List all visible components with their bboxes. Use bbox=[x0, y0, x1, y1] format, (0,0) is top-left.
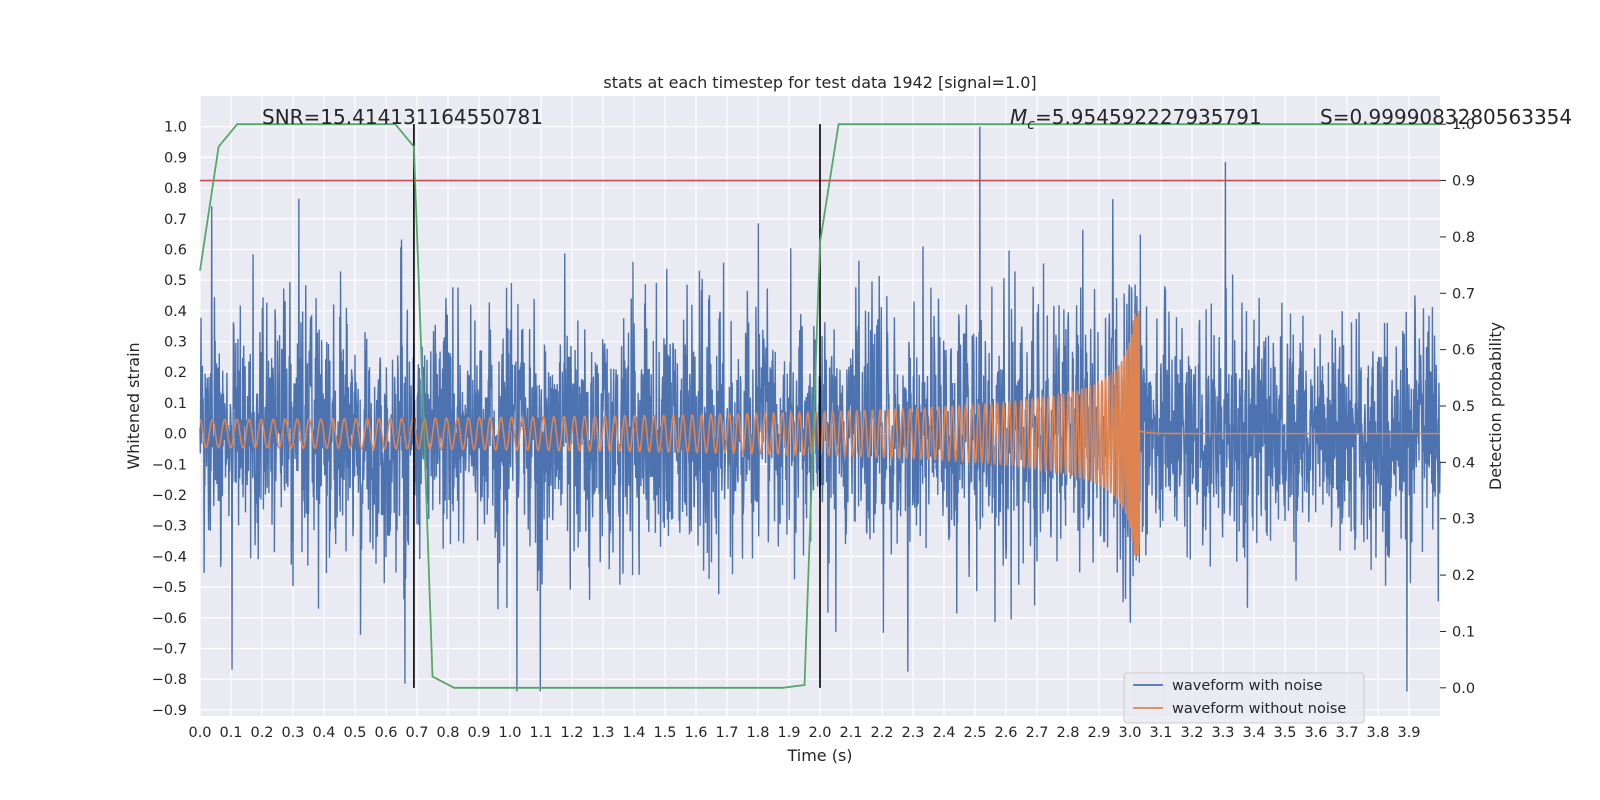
x-tick-label: 3.7 bbox=[1335, 725, 1358, 741]
right-tick-label: 1.0 bbox=[1452, 117, 1475, 133]
y-tick-label: 0.6 bbox=[164, 242, 187, 258]
y-tick-label: −0.4 bbox=[152, 549, 187, 565]
x-tick-label: 2.4 bbox=[932, 725, 955, 741]
y-tick-label: −0.7 bbox=[152, 641, 187, 657]
x-tick-label: 0.3 bbox=[281, 725, 304, 741]
x-tick-label: 0.1 bbox=[219, 725, 242, 741]
x-tick-label: 2.8 bbox=[1056, 725, 1079, 741]
detection-probability-line bbox=[199, 123, 1440, 689]
x-tick-label: 2.3 bbox=[901, 725, 924, 741]
right-tick-label: 0.2 bbox=[1452, 568, 1475, 584]
y-axis-label: Whitened strain bbox=[124, 342, 143, 469]
x-tick-label: 1.7 bbox=[715, 725, 738, 741]
x-tick-label: 2.7 bbox=[1025, 725, 1048, 741]
x-tick-label: 2.5 bbox=[963, 725, 986, 741]
right-tick-label: 0.3 bbox=[1452, 512, 1475, 528]
y-tick-label: −0.2 bbox=[152, 488, 187, 504]
chirp-mass-symbol: M bbox=[1010, 105, 1027, 129]
x-tick-label: 1.9 bbox=[777, 725, 800, 741]
x-tick-label: 3.1 bbox=[1149, 725, 1172, 741]
x-tick-label: 3.5 bbox=[1273, 725, 1296, 741]
x-tick-label: 1.6 bbox=[684, 725, 707, 741]
chirp-mass-value: =5.954592227935791 bbox=[1035, 105, 1262, 129]
x-tick-label: 0.8 bbox=[436, 725, 459, 741]
right-tick-label: 0.7 bbox=[1452, 286, 1475, 302]
x-tick-label: 0.4 bbox=[312, 725, 335, 741]
y-tick-label: −0.9 bbox=[152, 703, 187, 719]
legend: waveform with noise waveform without noi… bbox=[1123, 672, 1365, 724]
y-tick-label: 0.4 bbox=[164, 304, 187, 320]
x-tick-label: 0.9 bbox=[467, 725, 490, 741]
y-tick-label: 0.1 bbox=[164, 396, 187, 412]
y-tick-label: 0.7 bbox=[164, 212, 187, 228]
x-tick-label: 3.9 bbox=[1397, 725, 1420, 741]
x-tick-label: 2.9 bbox=[1087, 725, 1110, 741]
right-tick-label: 0.9 bbox=[1452, 174, 1475, 190]
right-tick-label: 0.4 bbox=[1452, 455, 1475, 471]
x-tick-label: 1.4 bbox=[622, 725, 645, 741]
x-tick-label: 0.7 bbox=[405, 725, 428, 741]
snr-annotation: SNR=15.414131164550781 bbox=[262, 105, 543, 129]
x-tick-label: 1.3 bbox=[591, 725, 614, 741]
x-tick-label: 2.2 bbox=[870, 725, 893, 741]
right-axis-label: Detection probability bbox=[1486, 322, 1505, 490]
vertical-markers bbox=[413, 124, 821, 688]
x-tick-label: 0.2 bbox=[250, 725, 273, 741]
x-tick-label: 0.6 bbox=[374, 725, 397, 741]
detection-probability-path bbox=[199, 123, 1440, 689]
right-tick-label: 0.0 bbox=[1452, 681, 1475, 697]
x-tick-label: 1.0 bbox=[498, 725, 521, 741]
tick-labels: 0.0 0.1 0.2 0.3 0.4 0.5 0.6 0.7 0.8 0.9 1.0 1.1 1.2 1… bbox=[152, 117, 1475, 741]
y-tick-label: 0.9 bbox=[164, 150, 187, 166]
y-tick-label: 0.8 bbox=[164, 181, 187, 197]
x-tick-label: 2.1 bbox=[839, 725, 862, 741]
x-tick-label: 0.5 bbox=[343, 725, 366, 741]
legend-label-noise: waveform with noise bbox=[1172, 678, 1323, 694]
legend-box bbox=[1123, 672, 1365, 724]
x-tick-label: 1.1 bbox=[529, 725, 552, 741]
y-tick-label: 0.3 bbox=[164, 335, 187, 351]
chirp-mass-subscript: c bbox=[1027, 117, 1035, 133]
s-annotation: S=0.9999083280563354 bbox=[1320, 105, 1572, 129]
x-tick-label: 2.6 bbox=[994, 725, 1017, 741]
x-tick-label: 0.0 bbox=[188, 725, 211, 741]
x-tick-label: 2.0 bbox=[808, 725, 831, 741]
y-tick-label: −0.8 bbox=[152, 672, 187, 688]
y-tick-label: −0.3 bbox=[152, 519, 187, 535]
legend-label-clean: waveform without noise bbox=[1172, 701, 1346, 717]
y-tick-label: 0.2 bbox=[164, 365, 187, 381]
x-tick-label: 3.3 bbox=[1211, 725, 1234, 741]
y-tick-label: 0.0 bbox=[164, 427, 187, 443]
y-tick-label: 1.0 bbox=[164, 120, 187, 136]
chirp-mass-annotation: Mc=5.954592227935791 bbox=[1010, 105, 1262, 133]
y-tick-label: −0.6 bbox=[152, 611, 187, 627]
x-tick-label: 3.4 bbox=[1242, 725, 1265, 741]
x-tick-label: 3.2 bbox=[1180, 725, 1203, 741]
x-tick-label: 1.5 bbox=[653, 725, 676, 741]
y-tick-label: −0.5 bbox=[152, 580, 187, 596]
x-tick-label: 1.2 bbox=[560, 725, 583, 741]
x-tick-label: 3.8 bbox=[1366, 725, 1389, 741]
right-tick-label: 0.5 bbox=[1452, 399, 1475, 415]
x-tick-label: 3.0 bbox=[1118, 725, 1141, 741]
right-tick-label: 0.8 bbox=[1452, 230, 1475, 246]
y-tick-label: 0.5 bbox=[164, 273, 187, 289]
x-axis-label: Time (s) bbox=[786, 746, 852, 765]
right-tick-label: 0.6 bbox=[1452, 343, 1475, 359]
x-tick-label: 1.8 bbox=[746, 725, 769, 741]
x-tick-label: 3.6 bbox=[1304, 725, 1327, 741]
chart-title: stats at each timestep for test data 194… bbox=[603, 73, 1036, 92]
y-tick-label: −0.1 bbox=[152, 457, 187, 473]
right-tick-label: 0.1 bbox=[1452, 624, 1475, 640]
